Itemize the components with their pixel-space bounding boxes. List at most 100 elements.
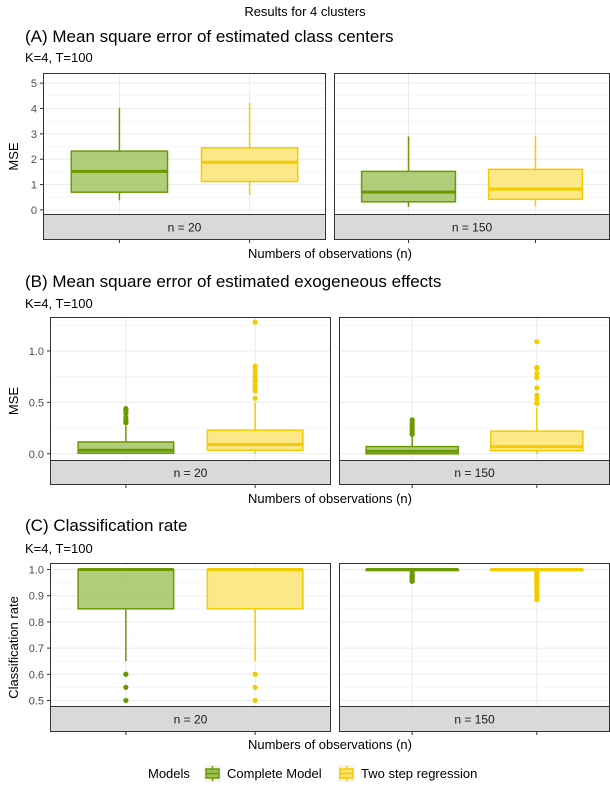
facet-strip-label: n = 20 xyxy=(174,466,208,480)
facet-panel: n = 150 xyxy=(339,563,610,735)
chart-1: (B) Mean square error of estimated exoge… xyxy=(6,272,610,506)
facet-strip-label: n = 150 xyxy=(454,713,495,727)
outlier-point xyxy=(534,396,540,402)
box-complete-model xyxy=(365,417,459,455)
facet-strip xyxy=(43,214,326,240)
y-tick-label: 1 xyxy=(31,180,37,192)
box-body xyxy=(77,568,175,610)
y-tick-label: 0.5 xyxy=(29,695,44,707)
facet-panel: n = 150 xyxy=(339,317,610,488)
box-complete-model xyxy=(77,568,175,704)
outlier-point xyxy=(252,697,258,704)
chart-2: (C) Classification rate K=4, T=100 Classif… xyxy=(6,516,610,752)
box-body xyxy=(487,168,584,201)
box-two-step-regression xyxy=(490,339,584,454)
y-tick-label: 0 xyxy=(31,205,37,217)
y-axis-label: Classification rate xyxy=(6,596,21,699)
panel-background xyxy=(43,73,326,215)
facet-strip-label: n = 150 xyxy=(452,221,493,235)
box-complete-model xyxy=(365,568,459,584)
y-tick-label: 4 xyxy=(31,104,37,116)
y-tick-label: 5 xyxy=(31,78,37,90)
y-tick-label: 1.0 xyxy=(29,346,44,358)
outlier-point xyxy=(252,369,258,376)
legend-entry: Complete Model xyxy=(204,765,322,782)
facet-strip-label: n = 20 xyxy=(168,221,202,235)
outlier-point xyxy=(123,415,129,421)
y-tick-label: 0.8 xyxy=(29,617,44,629)
y-tick-label: 3 xyxy=(31,129,37,141)
outlier-point xyxy=(252,684,258,690)
y-tick-label: 0.6 xyxy=(29,669,44,681)
y-tick-label: 0.5 xyxy=(29,397,44,409)
chart-title: (B) Mean square error of estimated exoge… xyxy=(25,272,441,291)
outlier-point xyxy=(252,374,258,380)
outlier-point xyxy=(409,417,415,423)
outlier-point xyxy=(534,385,540,391)
facet-strip xyxy=(50,706,331,732)
outlier-point xyxy=(252,319,258,325)
facet-strip-label: n = 150 xyxy=(454,466,495,480)
y-tick-label: 2 xyxy=(31,154,37,166)
outlier-point xyxy=(252,363,258,369)
figure-super-title: Results for 4 clusters xyxy=(244,4,366,19)
outlier-point xyxy=(534,370,540,377)
box-two-step-regression xyxy=(206,568,304,704)
outlier-point xyxy=(409,578,415,584)
x-axis-label: Numbers of observations (n) xyxy=(248,491,412,506)
box-complete-model xyxy=(70,107,169,201)
box-body xyxy=(200,147,299,183)
chart-subtitle: K=4, T=100 xyxy=(25,296,93,311)
chart-title: (C) Classification rate xyxy=(25,516,188,535)
x-axis-label: Numbers of observations (n) xyxy=(248,246,412,261)
outlier-point xyxy=(252,383,258,389)
legend-label: Two step regression xyxy=(361,766,477,781)
box-body xyxy=(360,170,457,203)
chart-subtitle: K=4, T=100 xyxy=(25,50,93,65)
outlier-point xyxy=(123,697,129,704)
chart-title: (A) Mean square error of estimated class… xyxy=(25,27,393,46)
y-tick-label: 1.0 xyxy=(29,565,44,577)
outlier-point xyxy=(534,597,540,603)
chart-subtitle: K=4, T=100 xyxy=(25,541,93,556)
box-two-step-regression xyxy=(200,102,299,195)
legend: Models Complete Model Two step regression xyxy=(148,765,477,782)
box-body xyxy=(77,441,175,455)
y-tick-label: 0.9 xyxy=(29,591,44,603)
outlier-point xyxy=(252,395,258,401)
outlier-point xyxy=(534,392,540,398)
chart-0: (A) Mean square error of estimated class… xyxy=(6,27,610,261)
facet-strip xyxy=(339,460,610,485)
box-two-step-regression xyxy=(490,568,584,603)
y-tick-label: 0.7 xyxy=(29,643,44,655)
facet-panel: n = 20 xyxy=(50,563,331,735)
y-tick-label: 0.0 xyxy=(29,449,44,461)
legend-entry: Two step regression xyxy=(338,765,477,782)
box-complete-model xyxy=(77,405,175,455)
outlier-point xyxy=(252,671,258,677)
box-two-step-regression xyxy=(487,135,584,207)
facet-strip xyxy=(50,460,331,485)
box-complete-model xyxy=(360,136,457,207)
facet-panel: n = 20 xyxy=(43,73,326,243)
y-axis-label: MSE xyxy=(6,387,21,416)
facet-panel: n = 150 xyxy=(334,73,610,243)
outlier-point xyxy=(534,400,540,406)
facet-strip xyxy=(339,706,610,732)
outlier-point xyxy=(123,671,129,677)
y-axis-label: MSE xyxy=(6,142,21,171)
box-body xyxy=(206,429,304,451)
legend-label: Complete Model xyxy=(227,766,322,781)
outlier-point xyxy=(123,684,129,690)
box-body xyxy=(206,568,304,610)
outlier-point xyxy=(123,405,129,412)
x-axis-label: Numbers of observations (n) xyxy=(248,737,412,752)
outlier-point xyxy=(534,364,540,370)
outlier-point xyxy=(534,339,540,345)
outlier-point xyxy=(534,375,540,381)
facet-strip-label: n = 20 xyxy=(174,713,208,727)
box-two-step-regression xyxy=(206,319,304,454)
facet-panel: n = 20 xyxy=(50,317,331,488)
